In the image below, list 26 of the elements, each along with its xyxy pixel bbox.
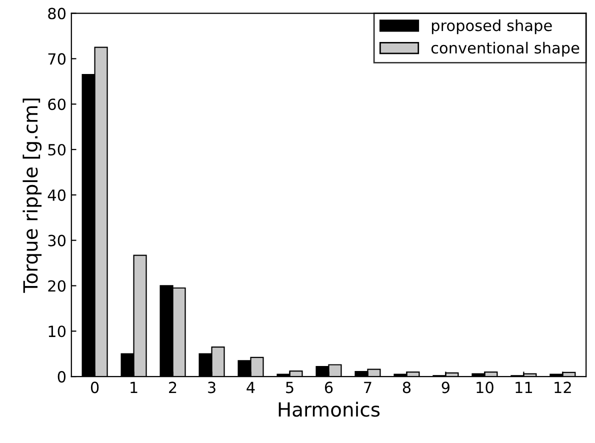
legend-label: conventional shape: [431, 42, 580, 57]
y-tick-label: 50: [48, 144, 66, 156]
x-tick-label: 1: [130, 382, 138, 394]
y-axis-title: Torque ripple [g.cm]: [22, 98, 42, 293]
x-tick-label: 7: [364, 382, 372, 394]
x-tick-label: 0: [90, 382, 99, 394]
x-tick-label: 8: [402, 382, 411, 394]
legend-label: proposed shape: [432, 19, 552, 34]
x-tick-label: 11: [516, 382, 532, 394]
x-tick-label: 12: [554, 382, 571, 394]
y-tick-label: 10: [48, 326, 66, 338]
y-tick-label: 60: [48, 98, 66, 110]
x-tick-label: 3: [208, 382, 216, 394]
y-tick-label: 0: [58, 371, 66, 383]
x-tick-label: 4: [246, 382, 255, 394]
x-axis-title: Harmonics: [278, 402, 380, 417]
x-tick-label: 5: [286, 382, 294, 394]
x-tick-label: 2: [169, 382, 176, 394]
y-tick-label: 80: [48, 8, 66, 20]
y-tick-label: 70: [48, 53, 66, 65]
x-tick-label: 6: [324, 382, 333, 394]
y-tick-label: 20: [48, 280, 66, 292]
x-tick-label: 9: [442, 382, 450, 394]
x-tick-label: 10: [476, 382, 494, 394]
y-tick-label: 30: [48, 234, 66, 246]
y-tick-label: 40: [48, 189, 66, 201]
